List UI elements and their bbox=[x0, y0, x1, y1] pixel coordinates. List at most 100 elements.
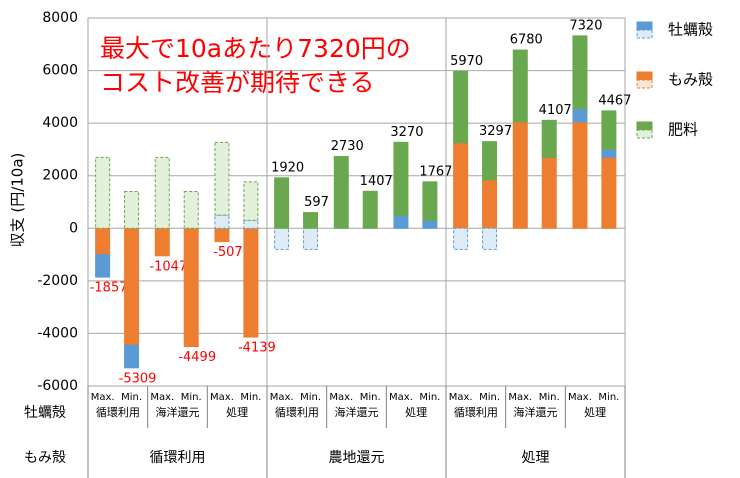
bar-label: Max. bbox=[449, 392, 473, 403]
bar-label: Max. bbox=[91, 392, 115, 403]
bar-segment bbox=[482, 141, 498, 181]
legend-label: もみ殻 bbox=[668, 71, 713, 89]
total-label: 3270 bbox=[390, 125, 423, 140]
bar-segment bbox=[393, 214, 409, 229]
bar-label: Max. bbox=[508, 392, 532, 403]
bar-segment bbox=[572, 108, 588, 123]
y-tick-label: -4000 bbox=[37, 325, 78, 341]
group-label: 処理 bbox=[522, 450, 550, 466]
bar-label: Min. bbox=[360, 392, 381, 403]
bar-label: Min. bbox=[479, 392, 500, 403]
bar-label: Max. bbox=[568, 392, 592, 403]
y-tick-label: 0 bbox=[69, 220, 78, 236]
plot-frame bbox=[87, 17, 626, 387]
total-label: 7320 bbox=[569, 18, 602, 33]
bar-segment bbox=[541, 156, 557, 229]
legend-swatch bbox=[636, 79, 653, 89]
bar-segment bbox=[243, 227, 259, 338]
bar-label: Max. bbox=[389, 392, 413, 403]
y-tick-label: 4000 bbox=[42, 115, 78, 131]
bar-segment bbox=[303, 227, 319, 250]
bar-label: Min. bbox=[539, 392, 560, 403]
bar-segment bbox=[572, 35, 588, 110]
bar-segment bbox=[124, 344, 140, 369]
sub-label: 循環利用 bbox=[96, 406, 140, 419]
bar-segment bbox=[453, 70, 469, 144]
sub-label: 海洋還元 bbox=[156, 405, 200, 419]
bar-segment bbox=[95, 227, 111, 256]
bar-label: Min. bbox=[240, 392, 261, 403]
total-label: 1920 bbox=[271, 160, 304, 175]
bar-label: Min. bbox=[598, 392, 619, 403]
legend-swatch bbox=[636, 21, 653, 31]
bar-segment bbox=[453, 142, 469, 229]
bar-label: Max. bbox=[329, 392, 353, 403]
bar-segment bbox=[482, 227, 498, 250]
bar-segment bbox=[183, 190, 199, 229]
y-axis-title: 収支 (円/10a) bbox=[9, 153, 27, 248]
total-label: -4139 bbox=[238, 341, 276, 356]
total-label: 1407 bbox=[360, 174, 393, 189]
sub-label: 処理 bbox=[584, 406, 606, 419]
bar-segment bbox=[274, 177, 290, 229]
bar-segment bbox=[512, 49, 528, 123]
y-tick-label: 6000 bbox=[42, 63, 78, 79]
bar-segment bbox=[183, 227, 199, 348]
bar-segment bbox=[572, 121, 588, 229]
row-label: 牡蠣殻 bbox=[24, 405, 66, 421]
bar-label: Max. bbox=[150, 392, 174, 403]
annotation: コスト改善が期待できる bbox=[100, 68, 375, 97]
total-label: -5309 bbox=[119, 371, 157, 386]
row-label: もみ殻 bbox=[24, 450, 66, 466]
group-label: 循環利用 bbox=[150, 450, 206, 466]
legend-swatch bbox=[636, 129, 653, 139]
bar-segment bbox=[243, 181, 259, 221]
bar-segment bbox=[154, 156, 170, 229]
bar-segment bbox=[512, 121, 528, 229]
sub-label: 循環利用 bbox=[454, 406, 498, 419]
bar-segment bbox=[541, 119, 557, 158]
total-label: 4467 bbox=[598, 93, 631, 108]
bar-label: Min. bbox=[121, 392, 142, 403]
bar-label: Max. bbox=[270, 392, 294, 403]
bar-segment bbox=[422, 181, 438, 221]
bar-segment bbox=[393, 141, 409, 216]
y-tick-label: 2000 bbox=[42, 168, 78, 184]
legend-swatch bbox=[636, 121, 653, 131]
legend-label: 牡蠣殻 bbox=[668, 21, 713, 39]
total-label: 597 bbox=[304, 195, 329, 210]
sub-label: 海洋還元 bbox=[514, 405, 558, 419]
total-label: 1767 bbox=[419, 164, 452, 179]
bar-segment bbox=[214, 227, 230, 243]
bar-segment bbox=[243, 219, 259, 229]
legend-swatch bbox=[636, 29, 653, 39]
bar-segment bbox=[124, 190, 140, 229]
total-label: -507 bbox=[213, 245, 243, 260]
sub-label: 処理 bbox=[226, 406, 248, 419]
bar-segment bbox=[362, 190, 378, 229]
bar-segment bbox=[95, 254, 111, 278]
bar-segment bbox=[214, 141, 230, 216]
sub-label: 海洋還元 bbox=[335, 405, 379, 419]
group-label: 農地還元 bbox=[329, 450, 385, 466]
bar-segment bbox=[303, 212, 319, 229]
total-label: 6780 bbox=[510, 33, 543, 48]
sub-label: 循環利用 bbox=[275, 406, 319, 419]
total-label: -1047 bbox=[149, 259, 187, 274]
bar-segment bbox=[154, 227, 170, 257]
y-tick-label: 8000 bbox=[42, 10, 78, 26]
total-label: 3297 bbox=[479, 124, 512, 139]
bar-label: Min. bbox=[300, 392, 321, 403]
annotation: 最大で10aあたり7320円の bbox=[100, 34, 411, 63]
bar-label: Min. bbox=[419, 392, 440, 403]
bar-segment bbox=[601, 110, 617, 150]
bar-label: Min. bbox=[181, 392, 202, 403]
sub-label: 処理 bbox=[405, 406, 427, 419]
total-label: 4107 bbox=[539, 103, 572, 118]
total-label: 5970 bbox=[450, 54, 483, 69]
bar-segment bbox=[214, 214, 230, 229]
y-tick-label: -6000 bbox=[37, 378, 78, 394]
legend-label: 肥料 bbox=[668, 121, 698, 139]
y-tick-label: -2000 bbox=[37, 273, 78, 289]
